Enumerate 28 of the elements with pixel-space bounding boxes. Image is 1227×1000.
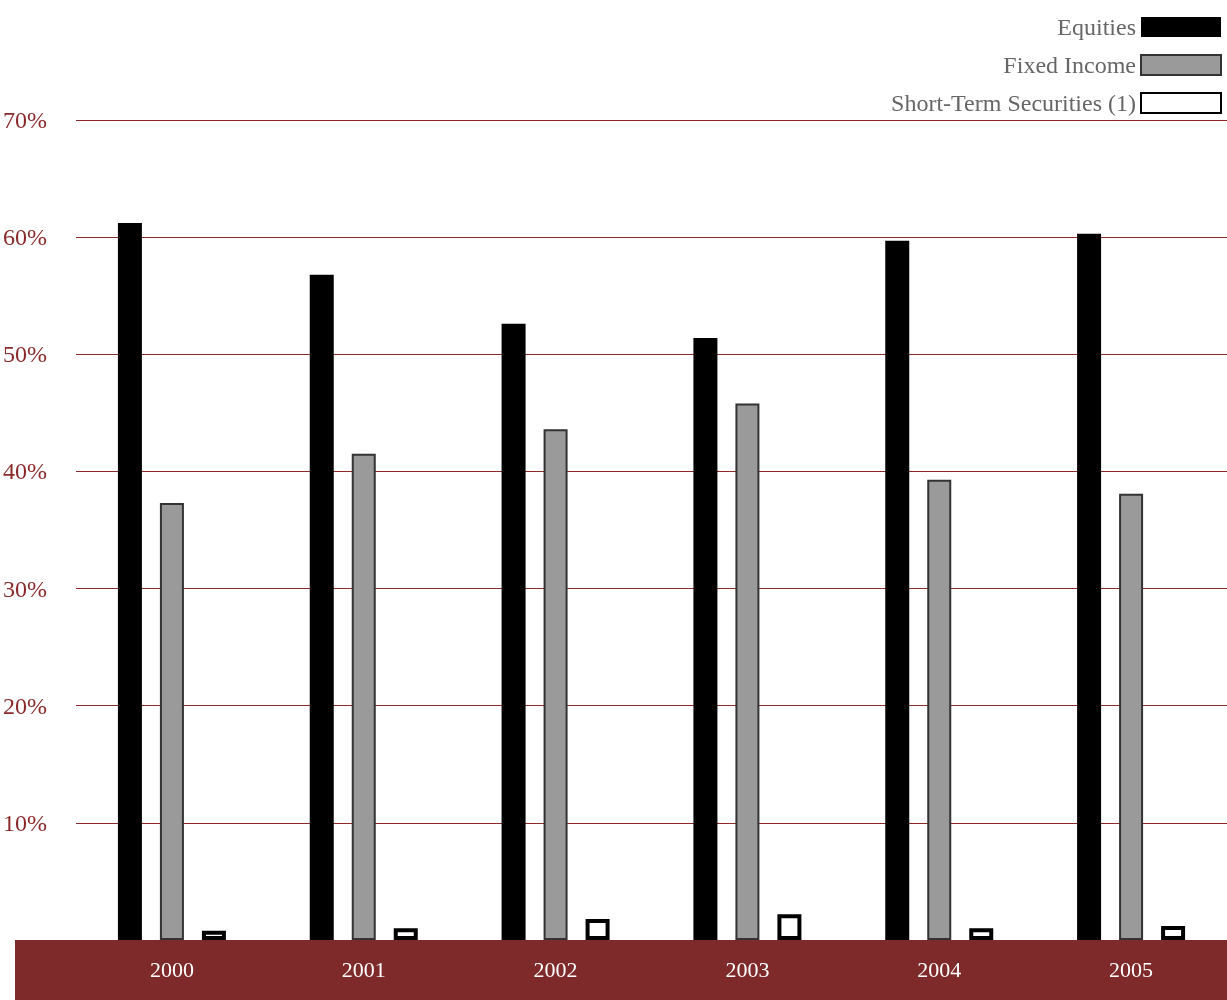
bar	[885, 240, 910, 940]
y-tick-label: 10%	[3, 809, 47, 836]
bar	[159, 503, 184, 940]
x-tick-label: 2000	[149, 956, 194, 982]
bar	[927, 479, 952, 940]
legend-label: Short-Term Securities (1)	[891, 90, 1136, 116]
bar	[735, 403, 760, 940]
x-tick-label: 2004	[917, 956, 962, 982]
x-tick-label: 2002	[533, 956, 578, 982]
bar	[309, 274, 334, 940]
legend-label: Fixed Income	[1003, 52, 1136, 78]
y-tick-label: 60%	[3, 224, 47, 251]
y-tick-label: 20%	[3, 692, 47, 719]
y-tick-label: 30%	[3, 575, 47, 602]
x-tick-label: 2003	[725, 956, 770, 982]
bar	[351, 453, 376, 940]
y-tick-label: 70%	[3, 107, 47, 133]
legend-label: Equities	[1057, 14, 1136, 40]
x-tick-label: 2001	[341, 956, 386, 982]
bar	[543, 429, 568, 940]
bar	[693, 337, 718, 940]
bar	[501, 323, 526, 940]
bar	[1077, 233, 1102, 940]
bar	[117, 223, 142, 940]
y-tick-label: 50%	[3, 341, 47, 368]
y-tick-label: 40%	[3, 458, 47, 485]
x-tick-label: 2005	[1109, 956, 1154, 982]
bar	[1119, 493, 1144, 940]
